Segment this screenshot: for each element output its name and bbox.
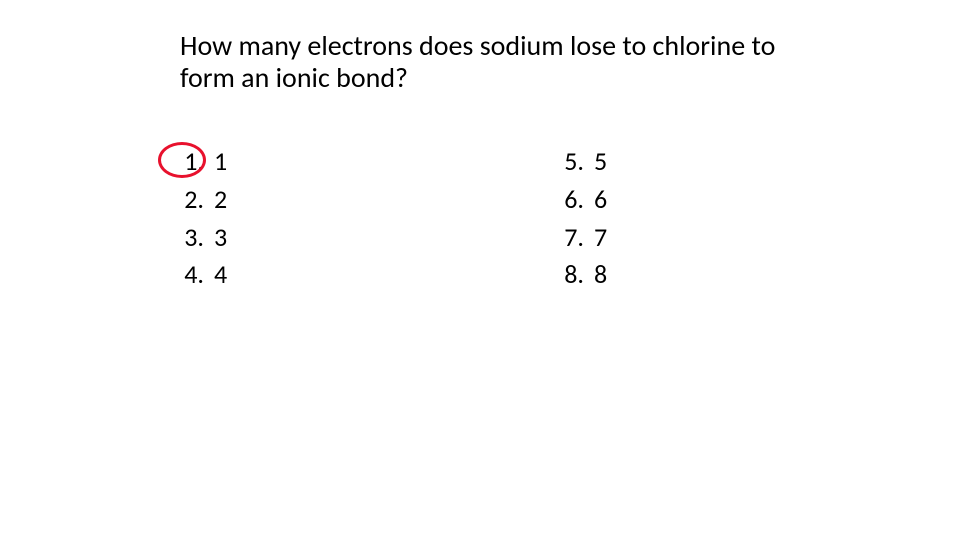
option-value: 8 [594,258,607,292]
option-number: 8. [550,258,594,292]
option-value: 7 [594,221,607,255]
option-row: 5. 5 [550,145,607,179]
option-row: 2. 2 [170,183,227,217]
option-value: 6 [594,183,607,217]
option-number: 1. [170,145,214,179]
option-number: 6. [550,183,594,217]
option-row: 4. 4 [170,258,227,292]
option-number: 4. [170,258,214,292]
option-number: 5. [550,145,594,179]
question-text: How many electrons does sodium lose to c… [180,30,800,94]
option-number: 2. [170,183,214,217]
option-row: 7. 7 [550,221,607,255]
option-number: 7. [550,221,594,255]
option-row: 8. 8 [550,258,607,292]
options-column-left: 1. 1 2. 2 3. 3 4. 4 [170,145,227,296]
options-column-right: 5. 5 6. 6 7. 7 8. 8 [550,145,607,296]
option-value: 5 [594,145,607,179]
option-value: 2 [214,183,227,217]
option-row: 3. 3 [170,221,227,255]
option-value: 1 [214,145,227,179]
option-value: 4 [214,258,227,292]
option-value: 3 [214,221,227,255]
option-row: 1. 1 [170,145,227,179]
option-number: 3. [170,221,214,255]
option-row: 6. 6 [550,183,607,217]
quiz-slide: How many electrons does sodium lose to c… [0,0,960,540]
